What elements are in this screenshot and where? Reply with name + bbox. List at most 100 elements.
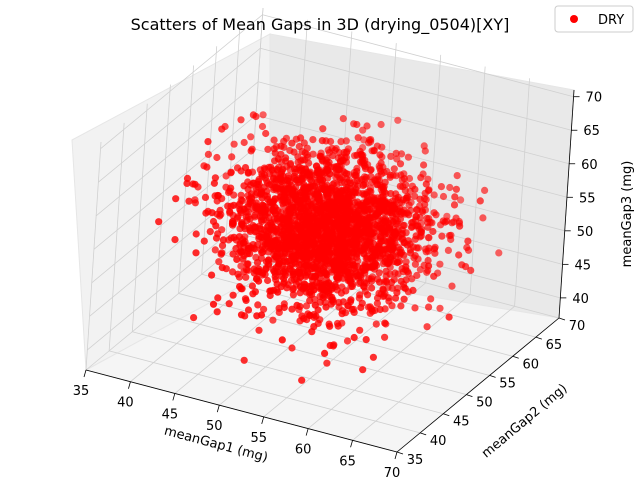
scatter-point (258, 194, 266, 202)
scatter-point (300, 315, 308, 323)
scatter-point (224, 202, 232, 210)
scatter-point (422, 180, 430, 188)
scatter-point (323, 359, 331, 367)
scatter-point (267, 226, 275, 234)
scatter-point (381, 258, 389, 266)
scatter-point (230, 201, 238, 209)
scatter-point (383, 201, 391, 209)
scatter-point (423, 323, 431, 331)
scatter-point (342, 170, 351, 178)
scatter-point (420, 161, 428, 169)
scatter-point (294, 208, 302, 216)
scatter-point (357, 303, 365, 312)
scatter-point (360, 181, 368, 189)
scatter-point (337, 138, 345, 146)
scatter-point (448, 219, 456, 227)
scatter-point (332, 264, 340, 272)
scatter-point (267, 163, 275, 171)
scatter-point (243, 250, 251, 258)
scatter-point (448, 282, 456, 290)
scatter-point (393, 289, 401, 297)
scatter-point (305, 228, 313, 236)
z-gridline-side (91, 148, 254, 284)
z-axis-line (558, 89, 575, 319)
scatter-point (425, 303, 433, 311)
y-tick-mark (466, 394, 473, 397)
scatter-point (411, 304, 419, 312)
scatter-point (255, 326, 263, 334)
scatter-point (352, 231, 360, 239)
scatter-point (275, 185, 283, 193)
scatter-point (428, 219, 436, 227)
scatter-point (404, 269, 413, 277)
scatter-point (229, 268, 237, 276)
scatter-point (361, 261, 369, 269)
scatter-point (305, 159, 313, 167)
scatter-point (366, 205, 374, 214)
scatter-point (242, 273, 250, 281)
scatter-point (239, 239, 247, 247)
scatter-point (288, 344, 296, 352)
x-axis-line (85, 369, 398, 453)
scatter-point (302, 302, 311, 310)
scatter-point (302, 261, 310, 269)
y-tick-mark (489, 375, 496, 378)
scatter-point (237, 247, 245, 255)
scatter-point (356, 326, 364, 334)
scatter-point (258, 217, 266, 226)
scatter-point (288, 139, 296, 147)
x-tick-mark (216, 405, 220, 413)
scatter-point (246, 181, 255, 189)
z-gridline-side (93, 114, 257, 250)
scatter-point (319, 125, 327, 133)
scatter-point (257, 311, 266, 319)
scatter-point (359, 366, 367, 374)
scatter-point (424, 256, 432, 265)
scatter-point (293, 234, 301, 242)
z-gridline-back (258, 81, 570, 165)
scatter-point (328, 209, 336, 217)
z-axis-label: meanGap3 (mg) (620, 161, 635, 268)
scatter-point (333, 246, 341, 254)
scatter-point (381, 333, 389, 341)
scatter-point (407, 223, 416, 231)
scatter-point (309, 136, 317, 144)
scatter-point (282, 217, 290, 225)
scatter-point (226, 207, 234, 216)
scatter-point (375, 240, 383, 248)
scatter-point (476, 197, 484, 205)
scatter-point (228, 153, 236, 161)
z-tick-label: 45 (575, 258, 592, 273)
scatter-point (310, 263, 318, 272)
scatter-point (336, 193, 344, 201)
scatter-point (450, 201, 459, 209)
y-tick-label: 65 (546, 338, 563, 353)
scatter-point (242, 296, 250, 304)
scatter-point (251, 245, 259, 253)
scatter-point (240, 138, 248, 147)
scatter-point (381, 178, 389, 186)
scatter-point (320, 234, 328, 242)
scatter-point (228, 219, 237, 228)
scatter-point (285, 233, 293, 241)
scatter-point (296, 289, 304, 297)
x-tick-mark (305, 428, 309, 436)
scatter-point (427, 295, 435, 303)
scatter-point (290, 148, 298, 156)
scatter-point (279, 253, 288, 261)
scatter-point (376, 233, 384, 241)
scatter-point (171, 236, 179, 244)
scatter-point (219, 236, 227, 244)
scatter-point (479, 214, 487, 222)
scatter-point (278, 231, 286, 239)
scatter-point (377, 120, 385, 129)
scatter-point (388, 232, 397, 240)
scatter-point (240, 182, 248, 190)
scatter-point (353, 151, 361, 159)
scatter-point (293, 301, 301, 309)
scatter-point (403, 241, 411, 249)
z-tick-label: 65 (583, 124, 600, 139)
scatter-point (377, 167, 385, 175)
scatter-point (333, 274, 341, 282)
scatter-point (276, 212, 284, 220)
